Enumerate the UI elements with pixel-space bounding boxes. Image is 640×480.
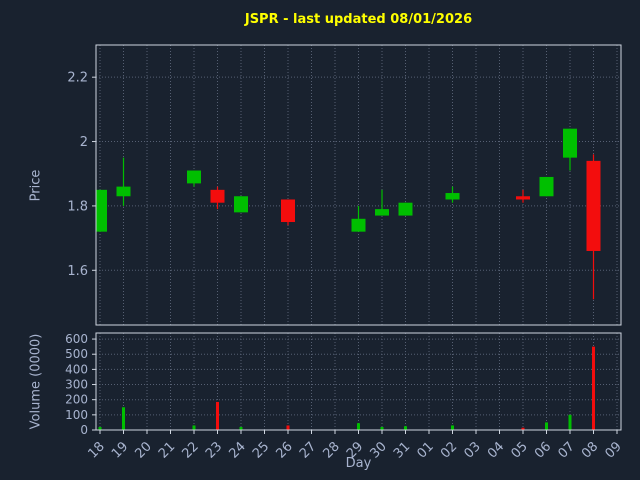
day-tick-label: 04 [485,439,507,461]
candle-body [96,189,107,232]
day-tick-label: 29 [344,439,366,461]
day-tick-label: 19 [109,439,131,461]
candle-day-05 [516,189,530,203]
candle-day-08 [586,154,601,300]
volume-bar-day-02 [451,425,454,430]
day-tick-label: 24 [227,439,249,461]
candle-day-24 [234,196,248,213]
volume-tick-label: 200 [65,393,88,407]
day-tick-label: 23 [203,439,225,461]
day-tick-label: 28 [321,439,343,461]
day-tick-label: 09 [603,439,625,461]
candle-day-23 [210,186,225,210]
volume-tick-label: 600 [65,332,88,346]
price-grid-and-ticks: 1.6 1.8 2 2.2 [67,71,621,279]
candle-body [586,160,601,251]
day-tick-label: 05 [509,439,531,461]
price-tick-label: 1.6 [67,264,88,279]
volume-tick-label: 300 [65,378,88,392]
candle-day-31 [398,202,413,216]
price-panel-border [95,44,622,326]
price-tick-label: 2.2 [67,71,88,86]
candle-body [563,128,577,158]
day-ticks: 18 19 20 21 22 23 24 25 26 27 28 29 30 31 01 02 03 04 05 06… [86,430,625,462]
candle-body [445,193,460,200]
day-tick-label: 25 [250,439,272,461]
day-tick-label: 26 [274,439,296,461]
price-tick-label: 1.8 [67,199,88,214]
candle-body [210,189,225,203]
volume-bar-day-30 [380,426,384,430]
volume-bar-day-07 [568,414,572,430]
candle-day-19 [116,157,131,206]
day-tick-label: 07 [556,439,578,461]
day-tick-label: 06 [532,439,554,461]
candle-body [116,186,131,197]
day-tick-label: 21 [156,439,178,461]
candle-day-26 [281,199,295,226]
volume-bar-day-26 [286,425,290,430]
candle-day-29 [351,205,366,232]
candle-body [398,202,413,216]
volume-bar-day-18 [98,426,102,430]
day-tick-label: 27 [297,439,319,461]
volume-bars [98,346,595,430]
volume-bar-day-24 [239,426,243,430]
candle-day-02 [445,186,460,203]
price-tick-label: 2 [80,135,88,150]
candle-day-06 [539,176,554,197]
volume-bar-day-31 [404,426,407,430]
day-tick-label: 22 [180,439,202,461]
chart-title: JSPR - last updated 08/01/2026 [244,12,473,27]
candle-day-22 [187,170,201,187]
volume-bar-day-23 [216,401,219,430]
volume-tick-label: 0 [80,423,88,437]
volume-tick-label: 100 [65,408,88,422]
volume-bar-day-08 [592,346,595,430]
day-tick-label: 31 [391,439,413,461]
volume-bar-day-29 [357,423,360,430]
day-tick-label: 01 [415,439,437,461]
candle-body [281,199,295,223]
candle-day-30 [375,189,389,216]
candles [96,128,601,300]
day-tick-label: 03 [462,439,484,461]
day-tick-label: 18 [86,439,108,461]
volume-tick-label: 400 [65,362,88,376]
volume-tick-label: 500 [65,347,88,361]
volume-bar-day-19 [122,407,125,430]
day-tick-label: 30 [368,439,390,461]
day-tick-label: 20 [133,439,155,461]
candle-body [516,196,530,200]
candle-body [539,176,554,197]
volume-bar-day-22 [192,425,196,430]
volume-bar-day-06 [545,422,548,430]
candle-body [234,196,248,213]
day-tick-label: 08 [579,439,601,461]
candle-body [375,209,389,216]
day-axis-label: Day [345,456,372,471]
volume-bar-day-05 [521,427,525,430]
candle-body [351,218,366,232]
candle-day-18 [96,189,107,232]
candle-body [187,170,201,184]
candle-day-07 [563,128,577,171]
volume-panel-border [95,332,622,431]
vertical-gridlines [99,45,618,430]
day-tick-label: 02 [438,439,460,461]
